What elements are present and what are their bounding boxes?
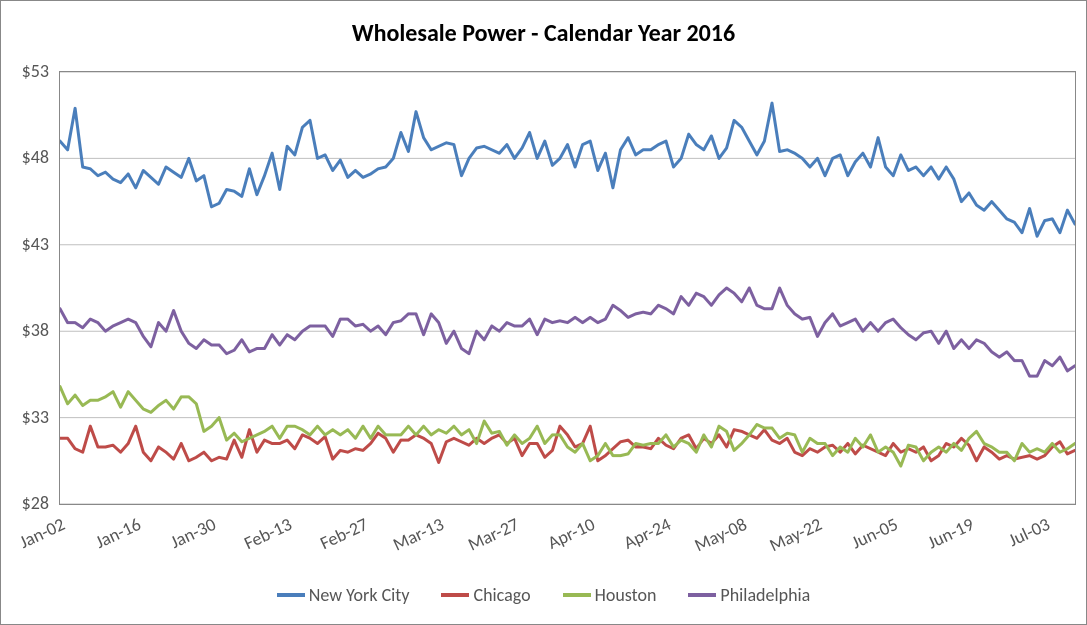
- x-tick-label: Jun-19: [924, 513, 977, 553]
- x-tick-label: Feb-13: [241, 513, 296, 554]
- y-tick-label: $43: [22, 233, 49, 255]
- x-tick-label: Apr-10: [544, 513, 598, 554]
- x-tick-label: Apr-24: [620, 513, 674, 554]
- plot-area: [59, 71, 1076, 505]
- y-tick-label: $48: [22, 146, 49, 168]
- legend-swatch: [688, 593, 716, 597]
- legend-item: Philadelphia: [688, 584, 810, 606]
- y-axis-labels: $28$33$38$43$48$53: [1, 71, 53, 503]
- legend-label: New York City: [309, 584, 410, 606]
- x-tick-label: May-22: [766, 513, 825, 556]
- x-tick-label: Jan-02: [16, 513, 68, 553]
- legend-item: New York City: [277, 584, 410, 606]
- x-tick-label: Jul-03: [1005, 513, 1053, 551]
- x-tick-label: Mar-27: [465, 513, 523, 556]
- x-axis-labels: Jan-02Jan-16Jan-30Feb-13Feb-27Mar-13Mar-…: [59, 507, 1074, 555]
- legend-item: Chicago: [441, 584, 530, 606]
- legend-swatch: [441, 593, 469, 597]
- series-line: [60, 103, 1075, 236]
- x-tick-label: Jan-16: [92, 513, 144, 553]
- y-tick-label: $38: [22, 319, 49, 341]
- legend-item: Houston: [563, 584, 657, 606]
- x-tick-label: Jun-05: [848, 513, 901, 553]
- x-tick-label: Jan-30: [167, 513, 219, 553]
- plot-svg: [60, 72, 1075, 504]
- chart-title: Wholesale Power - Calendar Year 2016: [1, 19, 1086, 48]
- legend-swatch: [563, 593, 591, 597]
- legend-label: Houston: [595, 584, 657, 606]
- x-tick-label: Feb-27: [316, 513, 371, 554]
- y-tick-label: $28: [22, 492, 49, 514]
- series-line: [60, 387, 1075, 467]
- series-line: [60, 288, 1075, 376]
- x-tick-label: Mar-13: [389, 513, 447, 556]
- chart-container: Wholesale Power - Calendar Year 2016 $28…: [0, 0, 1087, 625]
- x-tick-label: May-08: [691, 513, 750, 556]
- y-tick-label: $53: [22, 60, 49, 82]
- legend-label: Chicago: [473, 584, 530, 606]
- legend: New York City Chicago Houston Philadelphia: [1, 584, 1086, 606]
- legend-swatch: [277, 593, 305, 597]
- legend-label: Philadelphia: [720, 584, 810, 606]
- y-tick-label: $33: [22, 406, 49, 428]
